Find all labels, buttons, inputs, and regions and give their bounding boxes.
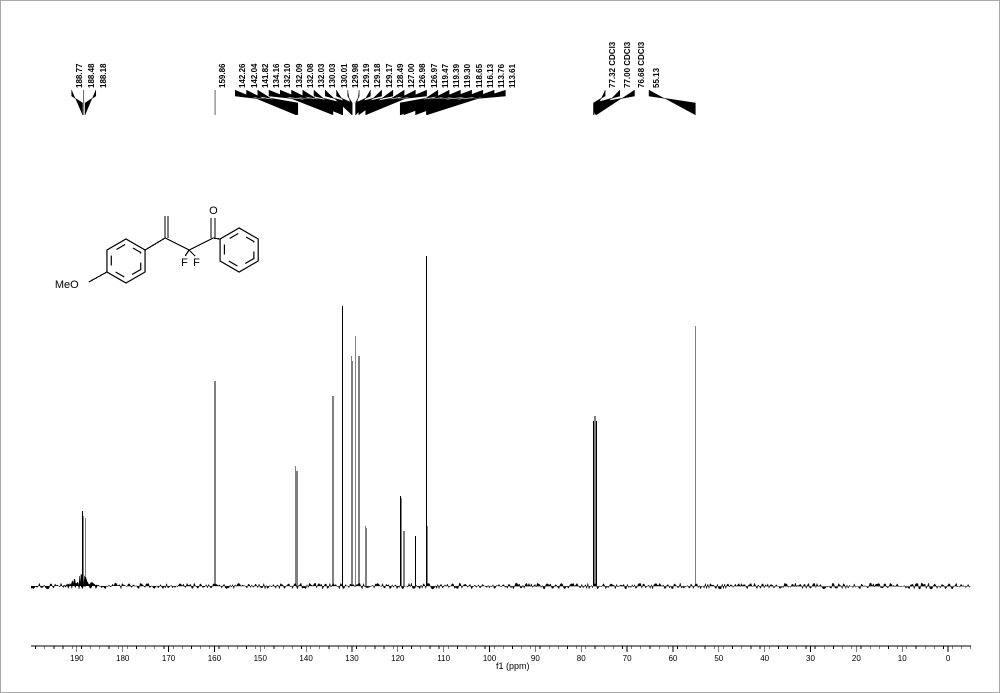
peak-label: 129.98 [351, 64, 360, 88]
peak-label: 142.04 [250, 64, 259, 88]
x-tick-label: 190 [70, 654, 83, 663]
x-tick-label: 0 [946, 654, 950, 663]
peak-label: 130.03 [328, 64, 337, 88]
x-tick-label: 110 [437, 654, 450, 663]
peak-label: 132.08 [306, 64, 315, 88]
peak-label: 132.10 [283, 64, 292, 88]
peak-label: 130.01 [340, 64, 349, 88]
peak-label: 113.76 [497, 64, 506, 88]
peak-label: 126.97 [430, 64, 439, 88]
x-tick-label: 30 [806, 654, 815, 663]
x-tick-label: 80 [577, 654, 586, 663]
peak-label: 129.19 [362, 64, 371, 88]
x-tick-label: 70 [623, 654, 632, 663]
peak-label: 128.49 [396, 64, 405, 88]
x-tick-label: 10 [898, 654, 907, 663]
peak-label: 159.86 [218, 64, 227, 88]
peak-label: 134.16 [272, 64, 281, 88]
x-axis-title: f1 (ppm) [496, 661, 530, 671]
svg-text:O: O [209, 205, 218, 217]
peak-label: 132.09 [295, 64, 304, 88]
peak-label: 188.18 [99, 64, 108, 88]
peak-label: 129.17 [385, 64, 394, 88]
peak-label: 141.82 [261, 64, 270, 88]
peak-label: 127.00 [407, 64, 416, 88]
nmr-plot: MeO FF O [31, 1, 971, 684]
svg-text:F: F [193, 257, 200, 269]
peak-label: 77.00 CDCl3 [623, 42, 632, 88]
peak-label: 116.13 [486, 64, 495, 88]
peak-label: 119.39 [452, 64, 461, 88]
peak-label: 77.32 CDCl3 [608, 42, 617, 88]
peak-label: 132.03 [317, 64, 326, 88]
x-tick-label: 130 [345, 654, 358, 663]
x-tick-label: 100 [483, 654, 496, 663]
x-tick-label: 180 [116, 654, 129, 663]
svg-text:MeO: MeO [55, 279, 79, 291]
peak-label: 76.68 CDCl3 [637, 42, 646, 88]
x-tick-label: 60 [668, 654, 677, 663]
x-tick-label: 160 [208, 654, 221, 663]
peak-label: 126.98 [418, 64, 427, 88]
peak-label: 188.77 [75, 64, 84, 88]
peak-label: 118.65 [475, 64, 484, 88]
x-tick-label: 40 [760, 654, 769, 663]
peak-label: 188.48 [87, 64, 96, 88]
x-tick-label: 20 [852, 654, 861, 663]
figure-container: MeO FF O 188.77188.48188.18 159.86 142.26142… [0, 0, 1000, 693]
peak-label: 142.26 [238, 64, 247, 88]
x-tick-label: 170 [162, 654, 175, 663]
peak-label: 119.30 [463, 64, 472, 88]
x-tick-label: 90 [531, 654, 540, 663]
peak-label: 129.18 [373, 64, 382, 88]
peak-label: 113.61 [508, 64, 517, 88]
peak-label: 55.13 [652, 68, 661, 88]
x-tick-label: 150 [254, 654, 267, 663]
peak-label: 119.47 [441, 64, 450, 88]
x-tick-label: 50 [714, 654, 723, 663]
svg-text:F: F [181, 257, 188, 269]
x-tick-label: 140 [299, 654, 312, 663]
x-tick-label: 120 [391, 654, 404, 663]
